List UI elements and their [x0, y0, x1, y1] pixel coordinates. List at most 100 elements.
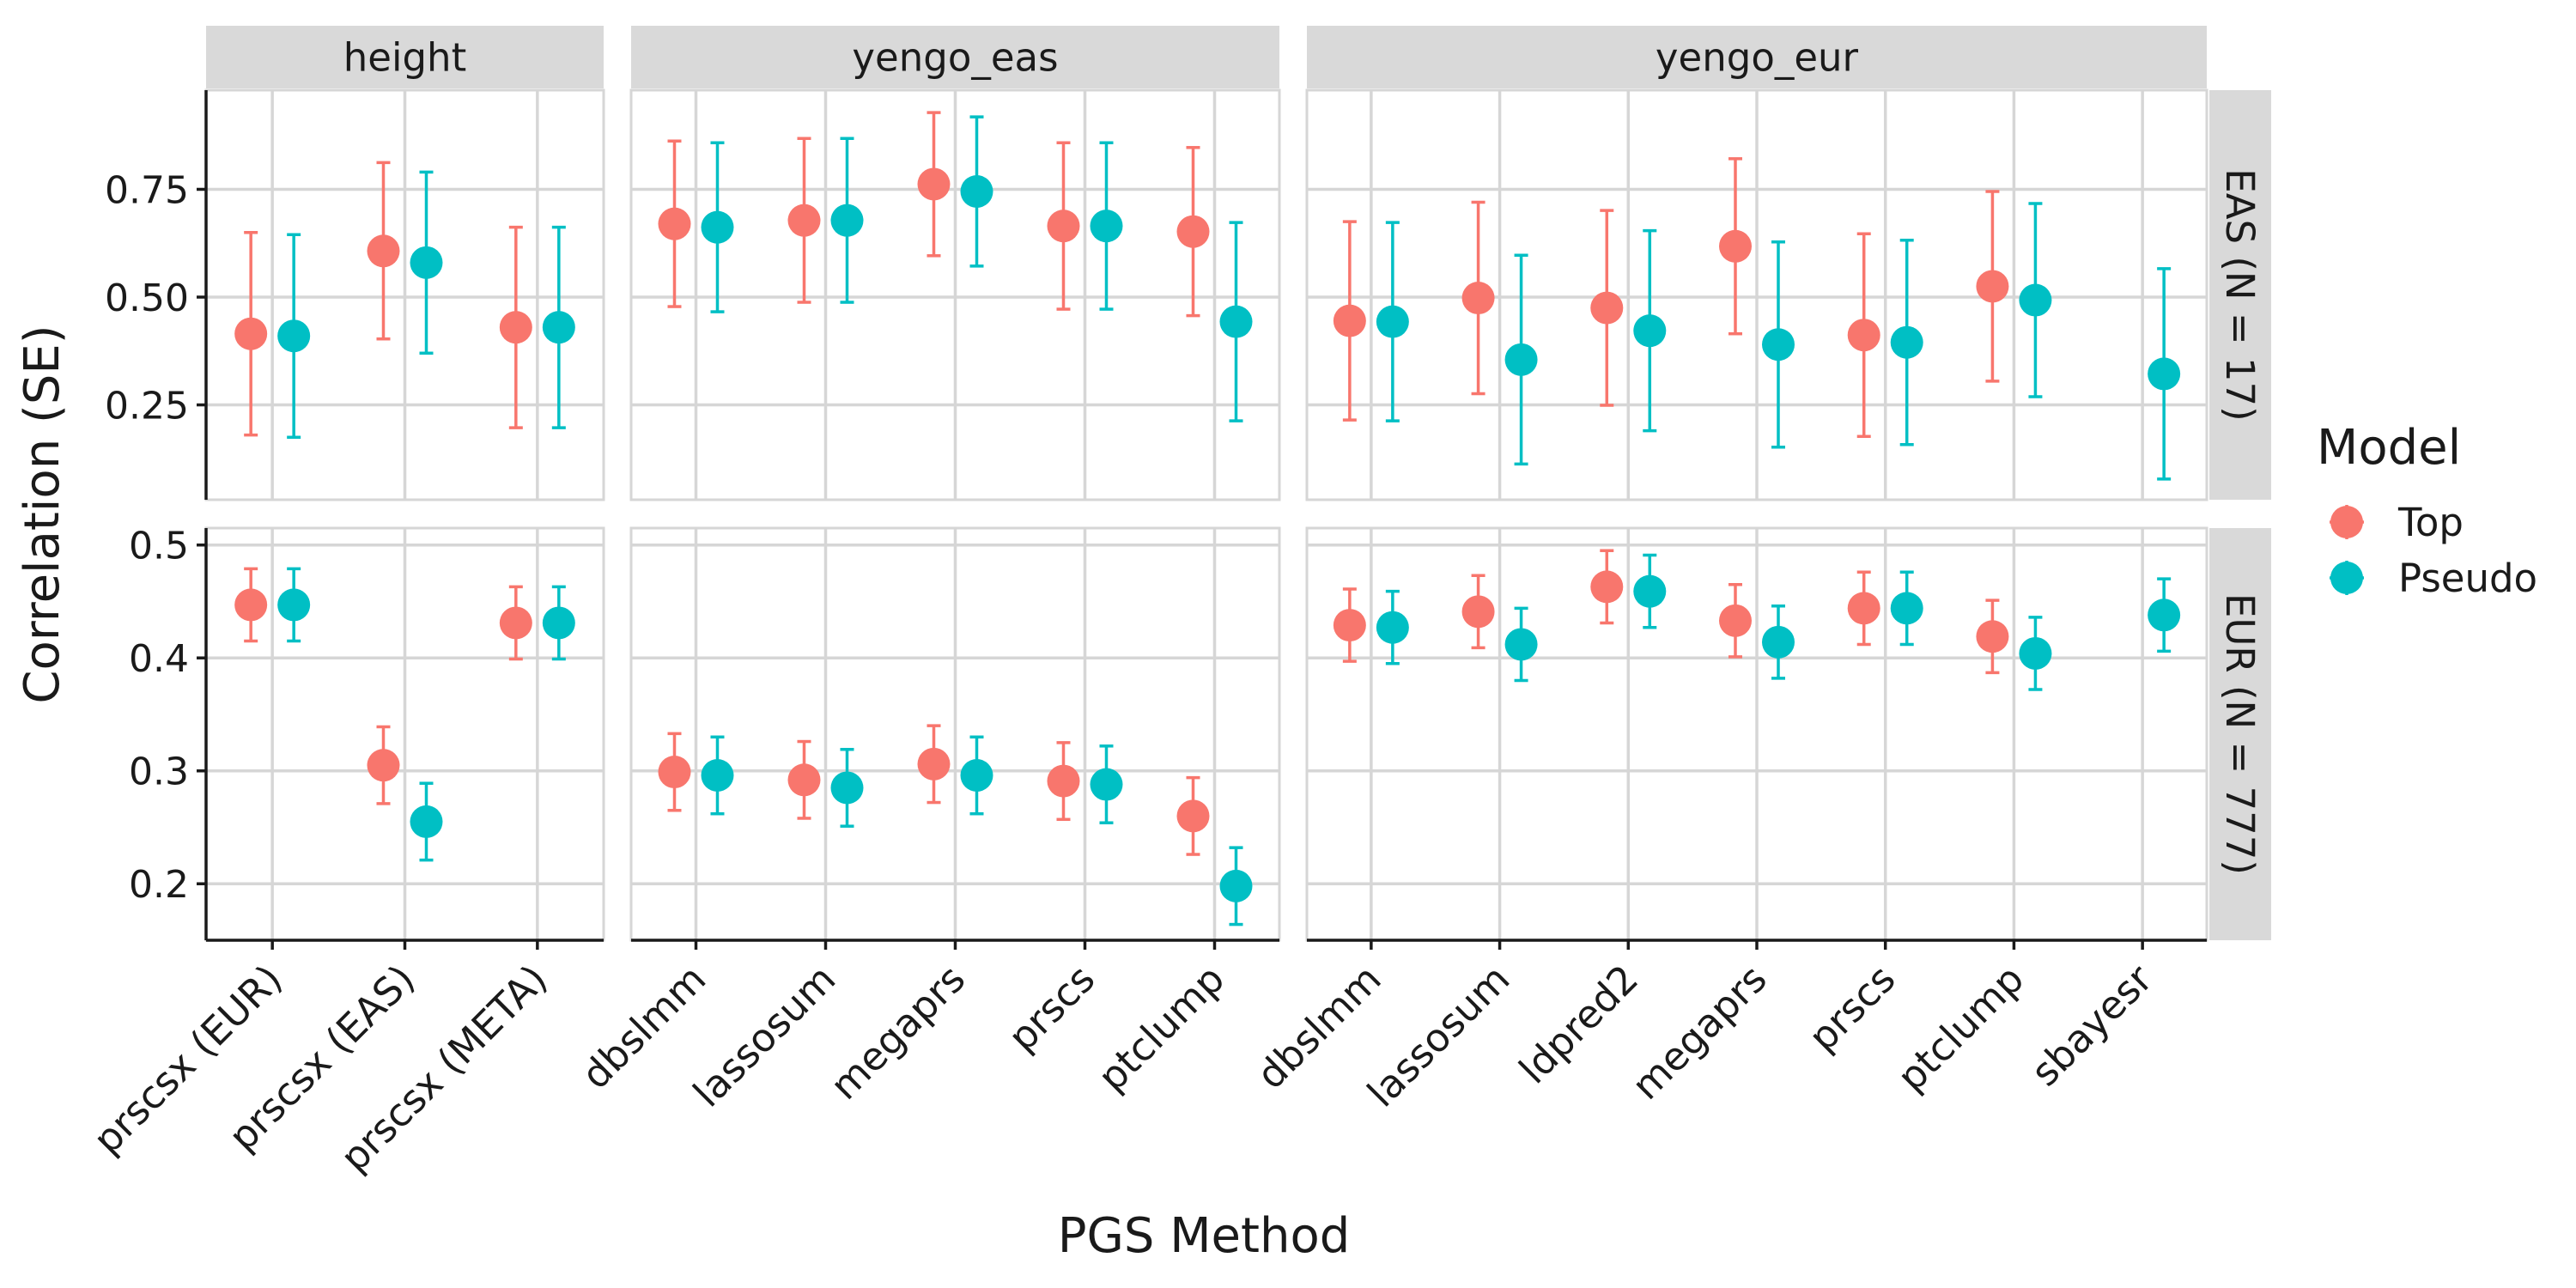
data-point	[830, 204, 864, 237]
data-point	[2019, 636, 2052, 670]
point-range-EUR-yengo_eas-dbslmm-top	[658, 732, 691, 812]
point-range-EUR-yengo_eas-ptclump-top	[1176, 775, 1210, 856]
legend-key-point	[2330, 562, 2363, 594]
data-point	[1719, 229, 1752, 263]
data-point	[1847, 592, 1880, 625]
point-range-EAS-yengo_eur-lassosum-top	[1461, 200, 1495, 396]
point-range-EAS-yengo_eas-dbslmm-top	[658, 139, 691, 308]
data-point	[234, 588, 268, 622]
point-range-EAS-height-prscsx-EAS--pseudo	[410, 170, 443, 355]
data-point	[1090, 210, 1123, 243]
data-point	[787, 763, 821, 797]
data-point	[1504, 343, 1538, 376]
point-range-EAS-height-prscsx-META--top	[499, 225, 532, 429]
point-range-EAS-yengo_eur-sbayesr-pseudo	[2148, 267, 2181, 481]
data-point	[1504, 628, 1538, 661]
data-point	[1376, 305, 1409, 338]
point-range-EAS-yengo_eur-megaprs-pseudo	[1762, 240, 1795, 449]
point-range-EAS-height-prscsx-META--pseudo	[542, 225, 575, 429]
data-point	[960, 759, 993, 792]
data-point	[1890, 325, 1923, 359]
data-point	[1176, 215, 1210, 248]
legend-entry-pseudo: Pseudo	[2330, 556, 2537, 601]
point-range-EUR-yengo_eur-megaprs-top	[1719, 583, 1752, 659]
x-tick-label-yengo_eur-4: prscs	[1800, 956, 1904, 1060]
x-tick-label-yengo_eur-1: lassosum	[1358, 956, 1518, 1115]
point-range-EAS-yengo_eas-dbslmm-pseudo	[701, 141, 734, 313]
data-point	[1719, 604, 1752, 637]
data-point	[1090, 768, 1123, 801]
data-point	[1633, 574, 1667, 608]
data-point	[1047, 764, 1080, 798]
point-range-EUR-yengo_eas-prscs-top	[1047, 741, 1080, 822]
panels-layer	[204, 88, 2208, 942]
y-tick-label-EAS-1: 0.50	[105, 276, 189, 320]
data-point	[1976, 270, 2009, 303]
x-tick-label-yengo_eas-4: ptclump	[1089, 956, 1233, 1100]
legend-entry-label: Pseudo	[2398, 556, 2537, 601]
point-range-EAS-yengo_eas-megaprs-pseudo	[960, 115, 993, 268]
data-point	[701, 210, 734, 244]
data-point	[2148, 598, 2181, 632]
y-tick-label-EAS-2: 0.75	[105, 168, 189, 212]
point-range-EUR-yengo_eur-megaprs-pseudo	[1762, 604, 1795, 680]
point-range-EUR-yengo_eur-sbayesr-pseudo	[2148, 577, 2181, 653]
x-axis-title: PGS Method	[1058, 1208, 1351, 1264]
facet-strip-yengo_eas	[631, 26, 1279, 88]
data-point	[1847, 319, 1880, 352]
data-point	[1890, 592, 1923, 625]
facet-strip-yengo_eur	[1307, 26, 2207, 88]
point-range-EUR-yengo_eur-dbslmm-pseudo	[1376, 589, 1409, 665]
legend-entry-top: Top	[2330, 500, 2464, 545]
point-range-EUR-yengo_eas-dbslmm-pseudo	[701, 735, 734, 816]
y-tick-label-EUR-3: 0.5	[129, 525, 189, 568]
data-point	[542, 311, 575, 344]
data-point	[658, 756, 691, 789]
point-range-EAS-yengo_eur-dbslmm-top	[1333, 220, 1366, 422]
data-point	[658, 207, 691, 240]
point-range-EAS-yengo_eur-ldpred2-pseudo	[1633, 228, 1667, 433]
point-range-EUR-height-prscsx-EUR--top	[234, 567, 268, 643]
data-point	[410, 246, 443, 279]
data-point	[787, 204, 821, 237]
point-range-EUR-yengo_eur-lassosum-pseudo	[1504, 606, 1538, 683]
point-range-EAS-yengo_eur-ptclump-top	[1976, 190, 2009, 383]
point-range-EUR-height-prscsx-EUR--pseudo	[277, 567, 311, 643]
data-point	[830, 771, 864, 805]
point-range-EAS-yengo_eas-ptclump-pseudo	[1219, 221, 1253, 422]
data-point	[1633, 314, 1667, 348]
facet-strip-EUR	[2209, 528, 2271, 940]
facet-strip-label-yengo_eas: yengo_eas	[852, 35, 1058, 81]
point-range-EUR-yengo_eas-lassosum-top	[787, 739, 821, 820]
data-point	[960, 174, 993, 208]
data-point	[542, 606, 575, 640]
y-axis-title: Correlation (SE)	[15, 325, 70, 703]
point-range-EAS-yengo_eas-ptclump-top	[1176, 146, 1210, 318]
y-tick-label-EUR-1: 0.3	[129, 750, 189, 794]
point-range-EAS-yengo_eur-megaprs-top	[1719, 157, 1752, 336]
point-range-EAS-yengo_eur-prscs-top	[1847, 232, 1880, 438]
data-point	[367, 749, 400, 782]
data-point	[1590, 570, 1624, 604]
point-range-EAS-yengo_eas-lassosum-pseudo	[830, 137, 864, 304]
data-point	[2148, 357, 2181, 391]
point-range-EUR-yengo_eur-prscs-pseudo	[1890, 570, 1923, 647]
data-point	[1219, 869, 1253, 902]
point-range-EAS-yengo_eur-dbslmm-pseudo	[1376, 221, 1409, 422]
data-point	[277, 319, 311, 353]
point-range-EAS-yengo_eur-ldpred2-top	[1590, 209, 1624, 407]
legend-key-point	[2330, 506, 2363, 538]
y-tick-label-EUR-0: 0.2	[129, 863, 189, 907]
point-range-EUR-yengo_eas-lassosum-pseudo	[830, 748, 864, 828]
data-point	[1461, 282, 1495, 315]
legend: Model Top Pseudo	[2317, 420, 2537, 601]
data-point	[1047, 210, 1080, 243]
point-range-EUR-yengo_eur-ldpred2-top	[1590, 549, 1624, 625]
x-tick-label-yengo_eas-2: megaprs	[822, 956, 975, 1109]
point-range-EUR-yengo_eur-ptclump-top	[1976, 598, 2009, 675]
y-tick-label-EUR-2: 0.4	[129, 637, 189, 681]
data-point	[499, 311, 532, 344]
facet-strip-EAS	[2209, 90, 2271, 500]
marks-layer	[234, 111, 2181, 927]
data-point	[917, 747, 951, 781]
